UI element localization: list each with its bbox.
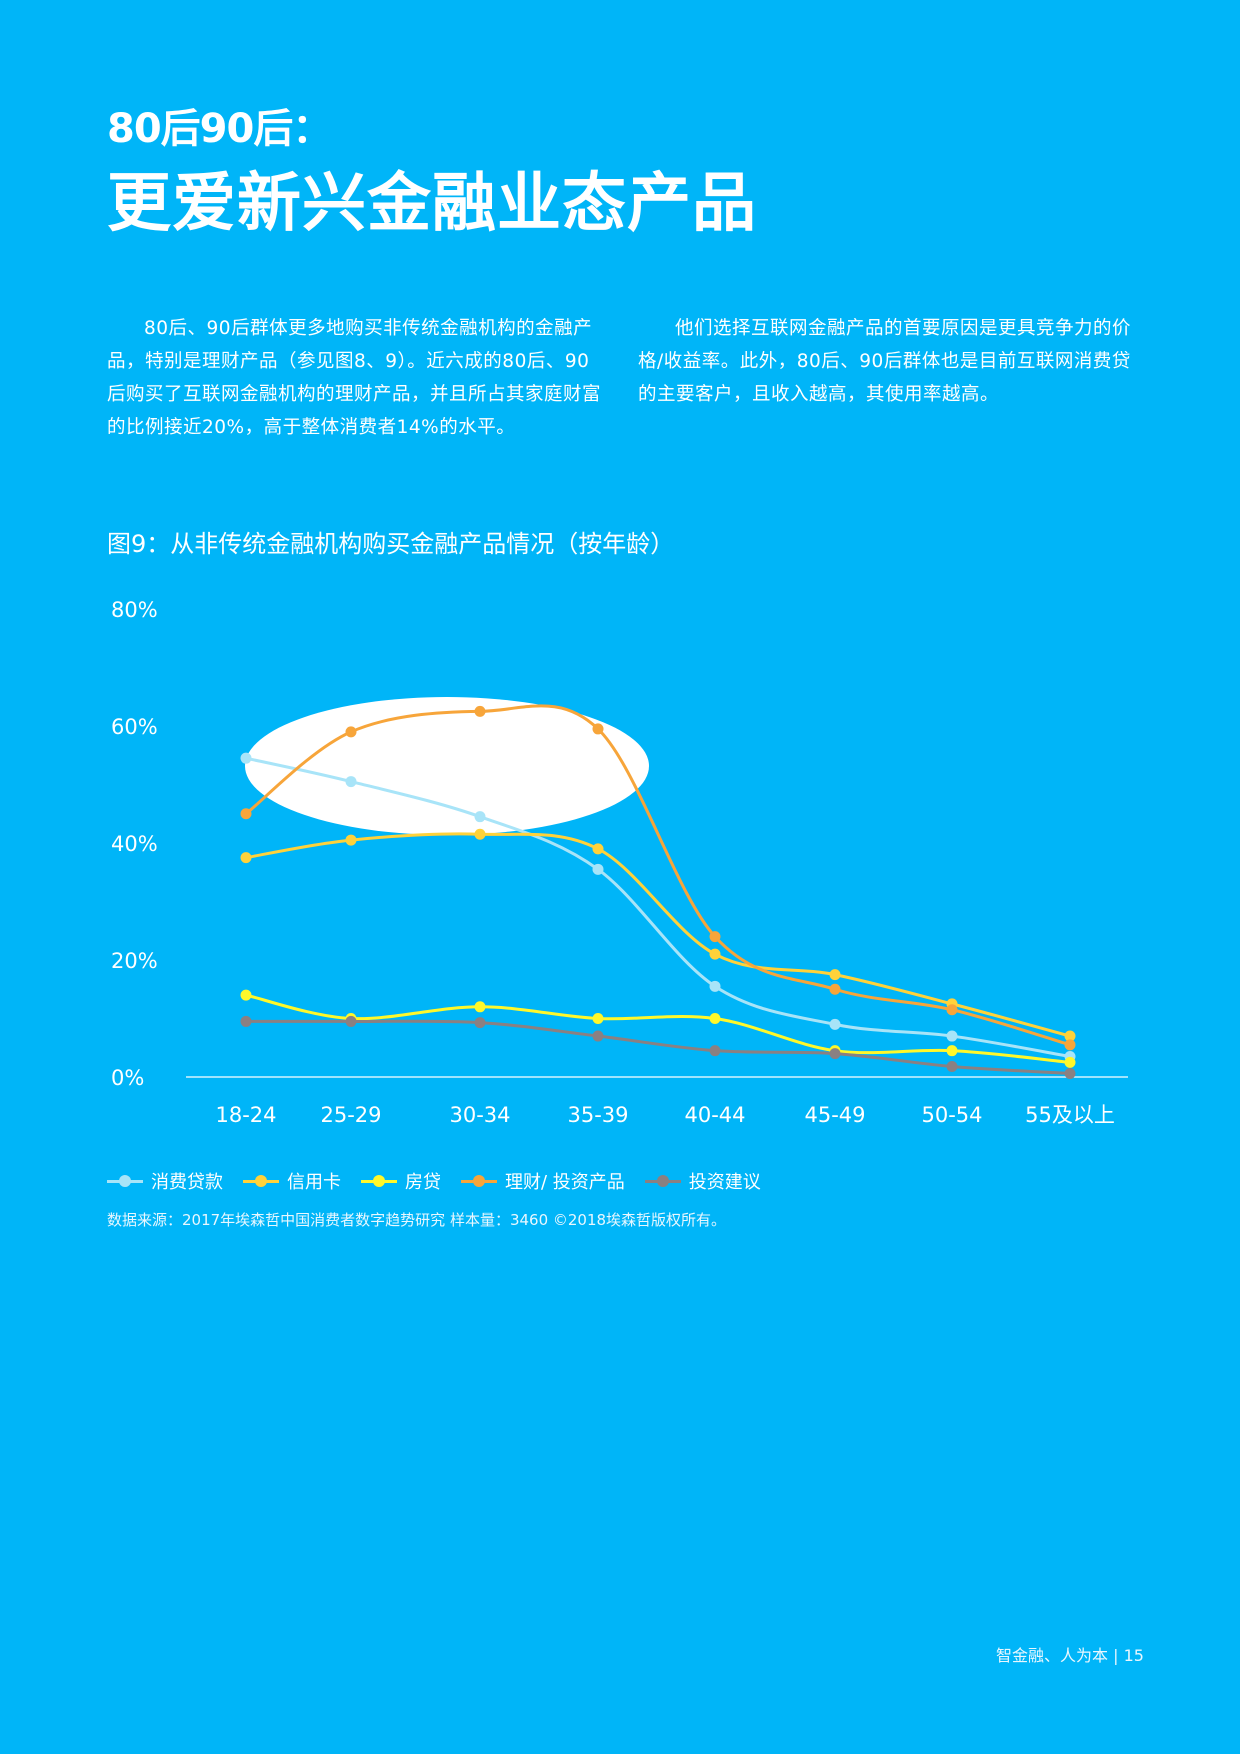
- data-point: [1064, 1056, 1076, 1068]
- data-source-note: 数据来源：2017年埃森哲中国消费者数字趋势研究 样本量：3460 ©2018埃…: [107, 1211, 727, 1229]
- x-tick-label: 30-34: [449, 1103, 510, 1127]
- legend-label: 理财/ 投资产品: [505, 1172, 625, 1193]
- highlight-ellipse: [245, 697, 649, 835]
- data-point: [592, 843, 604, 855]
- data-point: [592, 1013, 604, 1024]
- data-point: [829, 983, 841, 995]
- data-point: [345, 1015, 357, 1027]
- right-paragraph-text: 他们选择互联网金融产品的首要原因是更具竞争力的价格/收益率。此外，80后、90后…: [638, 318, 1132, 405]
- data-point: [592, 1030, 604, 1042]
- legend-item: 信用卡: [243, 1168, 341, 1194]
- series-line: [245, 993, 1071, 1064]
- data-point: [592, 863, 604, 875]
- data-point: [709, 980, 721, 992]
- data-point: [946, 1030, 958, 1042]
- series-3: [240, 704, 1076, 1051]
- legend-label: 房贷: [405, 1172, 441, 1193]
- y-tick-label: 80%: [111, 598, 158, 622]
- x-tick-label: 40-44: [684, 1103, 745, 1127]
- data-point: [946, 1045, 958, 1057]
- data-point: [592, 723, 604, 735]
- legend-item: 消费贷款: [107, 1168, 223, 1194]
- series-0: [240, 752, 1076, 1063]
- data-point: [1064, 1039, 1076, 1051]
- data-point: [1064, 1030, 1076, 1042]
- data-point: [1064, 1067, 1076, 1079]
- series-line: [245, 832, 1071, 1038]
- y-tick-label: 60%: [111, 715, 158, 739]
- data-point: [709, 1045, 721, 1057]
- data-point: [240, 808, 252, 820]
- legend-swatch-icon: [644, 1174, 681, 1188]
- data-point: [829, 1018, 841, 1030]
- x-axis-ticks: 18-24 25-29 30-34 35-39 40-44 45-49 50-54 55及以上: [215, 1103, 1114, 1127]
- data-point: [474, 1001, 486, 1013]
- data-point: [240, 752, 252, 764]
- legend-label: 信用卡: [287, 1172, 341, 1193]
- chart-title: 图9：从非传统金融机构购买金融产品情况（按年龄）: [107, 530, 675, 558]
- legend-item: 投资建议: [644, 1168, 761, 1194]
- x-tick-label: 50-54: [921, 1103, 982, 1127]
- legend-swatch-icon: [107, 1174, 143, 1188]
- legend-item: 房贷: [361, 1168, 441, 1194]
- y-tick-label: 40%: [111, 832, 158, 856]
- data-point: [474, 811, 486, 823]
- data-point: [345, 726, 357, 738]
- x-tick-label: 35-39: [567, 1103, 628, 1127]
- legend-item: 理财/ 投资产品: [461, 1168, 625, 1194]
- legend: 消费贷款 信用卡 房贷 理财/ 投资产品 投资建议: [107, 1168, 761, 1194]
- data-point: [240, 989, 252, 1001]
- series-line: [245, 1019, 1071, 1075]
- series-4: [240, 1015, 1076, 1079]
- data-point: [474, 705, 486, 717]
- series-1: [240, 828, 1076, 1042]
- data-point: [946, 1004, 958, 1016]
- legend-swatch-icon: [361, 1174, 397, 1188]
- x-tick-label: 55及以上: [1025, 1103, 1115, 1127]
- y-tick-label: 20%: [111, 949, 158, 973]
- left-paragraph-text: 80后、90后群体更多地购买非传统金融机构的金融产品，特别是理财产品（参见图8、…: [107, 318, 602, 438]
- series-lines: [240, 704, 1076, 1079]
- series-line: [245, 704, 1071, 1047]
- y-axis-ticks: 80% 60% 40% 20% 0%: [111, 598, 158, 1090]
- left-paragraph: 80后、90后群体更多地购买非传统金融机构的金融产品，特别是理财产品（参见图8、…: [107, 312, 605, 444]
- right-paragraph: 他们选择互联网金融产品的首要原因是更具竞争力的价格/收益率。此外，80后、90后…: [638, 312, 1138, 411]
- data-point: [829, 1048, 841, 1060]
- page-footer: 智金融、人为本 | 15: [996, 1646, 1144, 1665]
- data-point: [345, 776, 357, 788]
- data-point: [474, 1017, 486, 1029]
- legend-label: 投资建议: [688, 1172, 761, 1193]
- data-point: [240, 852, 252, 864]
- data-point: [709, 1013, 721, 1024]
- series-line: [245, 756, 1071, 1059]
- x-tick-label: 25-29: [320, 1103, 381, 1127]
- page-subtitle: 80后90后：: [107, 106, 332, 152]
- data-point: [240, 1015, 252, 1027]
- data-point: [345, 834, 357, 846]
- legend-label: 消费贷款: [151, 1172, 223, 1193]
- page-title: 更爱新兴金融业态产品: [107, 167, 757, 241]
- data-point: [709, 948, 721, 960]
- data-point: [829, 969, 841, 981]
- line-chart: 80% 60% 40% 20% 0% 18-24 25-29 30-34 35-39 40-44…: [111, 598, 1128, 1127]
- y-tick-label: 0%: [111, 1066, 144, 1090]
- x-tick-label: 45-49: [804, 1103, 865, 1127]
- legend-swatch-icon: [461, 1174, 497, 1188]
- data-point: [946, 1060, 958, 1072]
- legend-swatch-icon: [243, 1174, 279, 1188]
- data-point: [474, 828, 486, 840]
- data-point: [709, 931, 721, 943]
- x-tick-label: 18-24: [215, 1103, 276, 1127]
